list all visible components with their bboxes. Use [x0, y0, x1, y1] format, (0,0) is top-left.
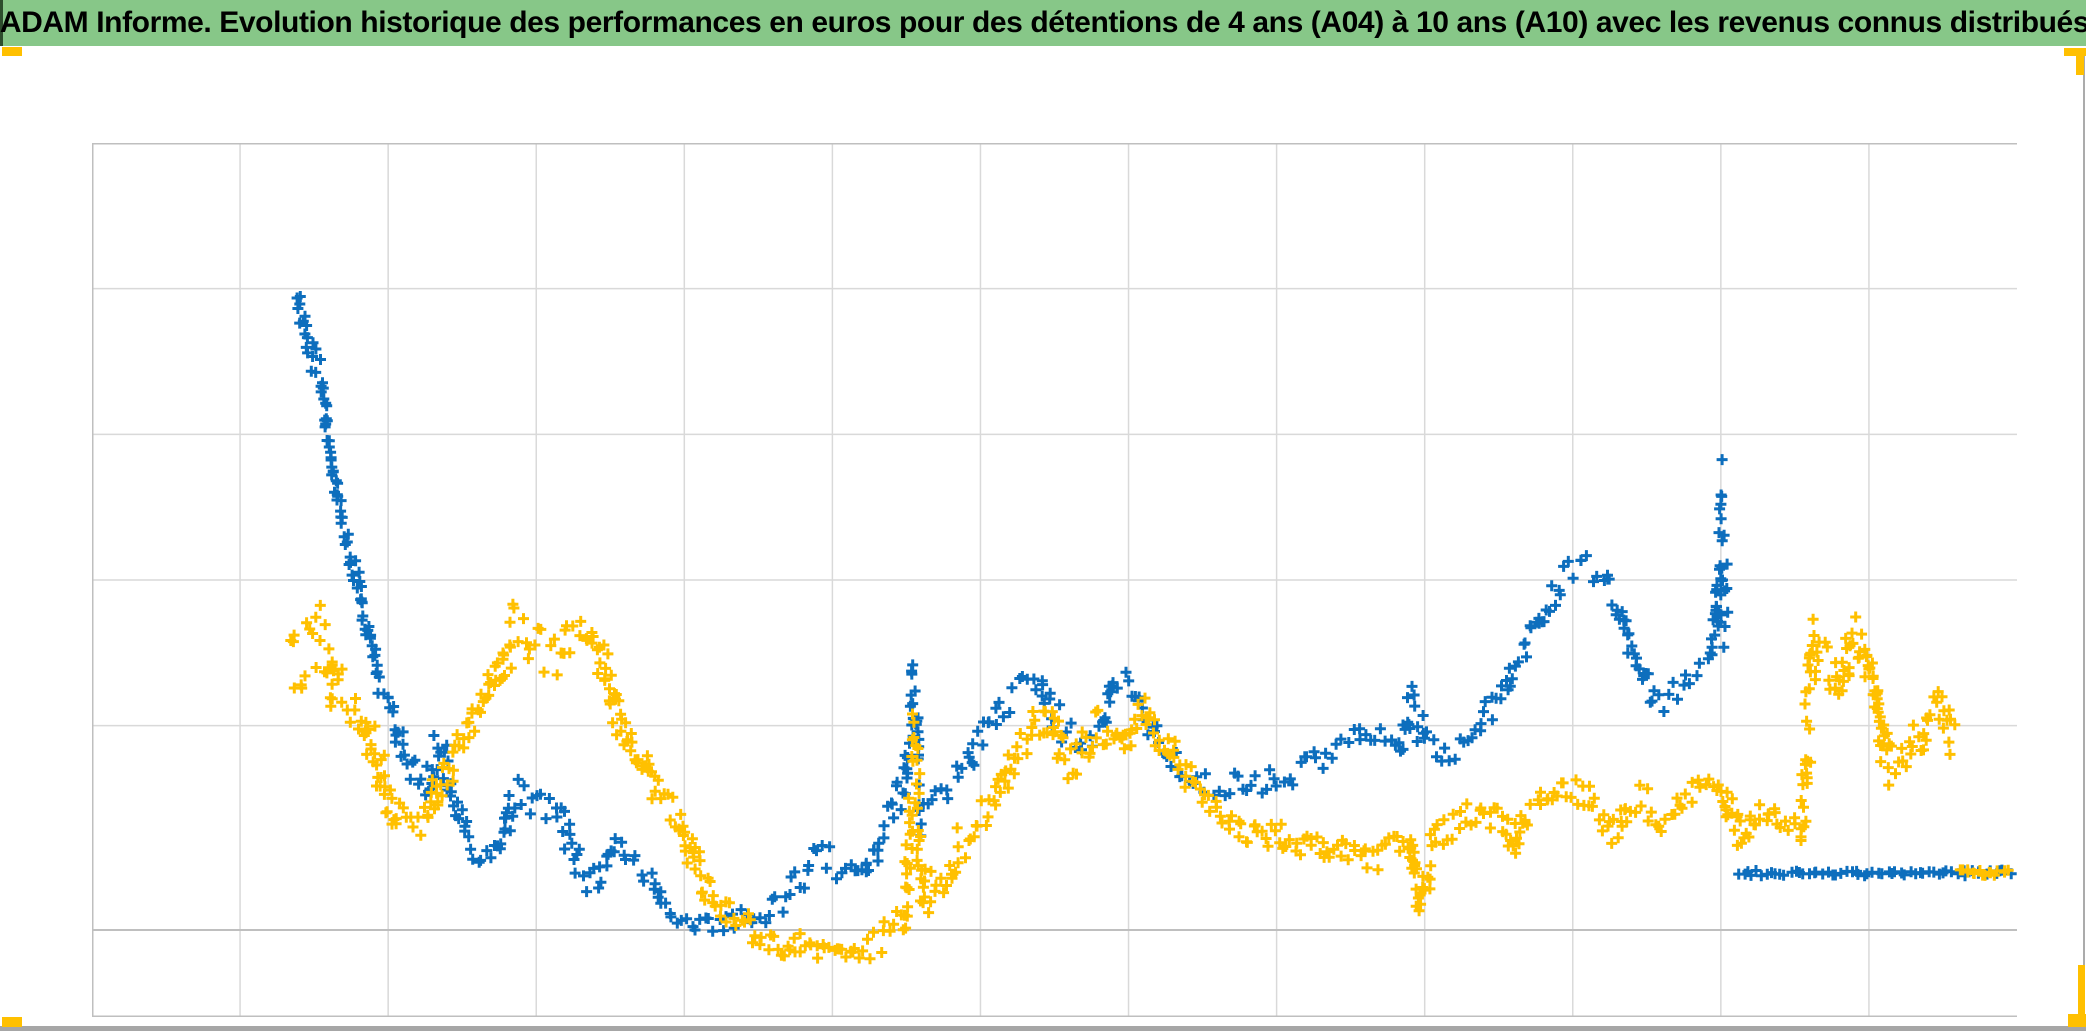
window-edge-bottom — [0, 1026, 2086, 1031]
accent-corner-top-left-mark — [2, 47, 22, 56]
accent-corner-bottom-right-mark-v — [2078, 965, 2085, 1027]
series-blue-markers — [291, 291, 2017, 937]
accent-corner-bottom-left-mark — [2, 1017, 22, 1027]
plot-area — [92, 143, 2017, 1017]
series-gold-markers — [285, 598, 2014, 965]
window-edge-right — [2083, 48, 2085, 1027]
accent-corner-bottom-right-mark — [2068, 1014, 2086, 1027]
chart-title-bar: ADAM Informe. Evolution historique des p… — [0, 0, 2086, 46]
chart-title: ADAM Informe. Evolution historique des p… — [0, 6, 2086, 39]
scatter-plot — [92, 143, 2017, 1017]
accent-corner-top-right-mark-v — [2076, 48, 2084, 75]
accent-corner-top-right-mark — [2064, 48, 2086, 56]
chart-canvas[interactable] — [0, 46, 2086, 1027]
